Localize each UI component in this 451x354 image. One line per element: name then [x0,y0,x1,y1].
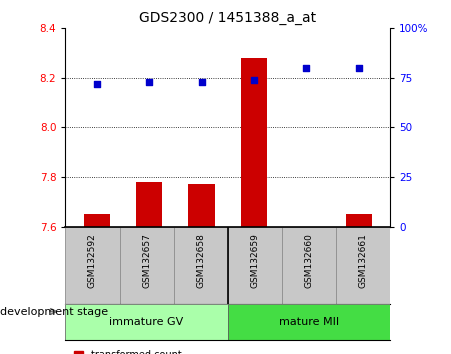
Text: GSM132658: GSM132658 [196,233,205,288]
Text: GSM132660: GSM132660 [304,233,313,288]
Text: immature GV: immature GV [110,317,184,327]
Bar [65,227,120,304]
Bar [228,227,282,304]
Bar [120,227,174,304]
Point [250,77,258,83]
Bar [345,214,372,227]
Text: development stage: development stage [0,307,108,316]
Legend: transformed count, percentile rank within the sample: transformed count, percentile rank withi… [70,347,260,354]
Point [355,65,362,71]
Point [93,81,101,87]
Bar [84,214,110,227]
Bar [336,227,390,304]
Bar [282,227,336,304]
Bar [136,182,162,227]
Bar [241,58,267,227]
Text: GSM132661: GSM132661 [359,233,368,288]
Point [198,79,205,85]
Bar [65,304,228,340]
Point [303,65,310,71]
Text: GSM132659: GSM132659 [250,233,259,288]
Bar [228,304,390,340]
Text: GSM132657: GSM132657 [142,233,151,288]
Point [146,79,153,85]
Text: mature MII: mature MII [279,317,339,327]
Bar [189,184,215,227]
Title: GDS2300 / 1451388_a_at: GDS2300 / 1451388_a_at [139,11,316,24]
Bar [174,227,228,304]
Text: GSM132592: GSM132592 [88,233,97,287]
